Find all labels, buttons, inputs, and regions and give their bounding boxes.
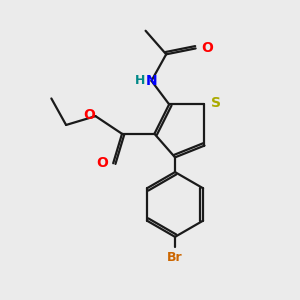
Text: O: O <box>96 156 108 170</box>
Text: O: O <box>83 108 95 122</box>
Text: O: O <box>202 41 213 56</box>
Text: H: H <box>135 74 145 87</box>
Text: N: N <box>146 74 157 88</box>
Text: Br: Br <box>167 251 183 264</box>
Text: S: S <box>211 96 221 110</box>
